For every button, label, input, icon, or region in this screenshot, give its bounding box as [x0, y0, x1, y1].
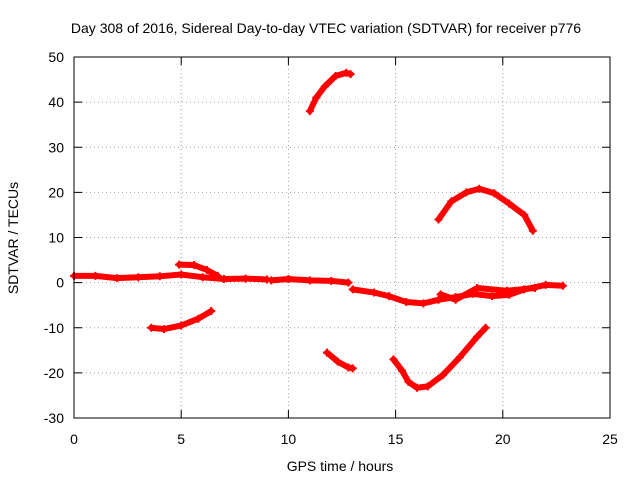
data-point	[202, 265, 211, 274]
x-tick-label: 20	[495, 431, 511, 447]
data-point	[503, 286, 512, 295]
series-track-c	[322, 348, 357, 373]
data-point	[190, 261, 199, 270]
y-tick-labels: -30 -20 -10 0 10 20 30 40 50	[44, 49, 64, 426]
series-track-e	[389, 323, 490, 392]
data-series	[70, 68, 567, 392]
x-tick-labels: 0 5 10 15 20 25	[70, 431, 618, 447]
y-tick-label: 50	[48, 49, 64, 65]
series-line	[435, 185, 536, 234]
series-line	[176, 261, 221, 279]
y-tick-label: -30	[44, 410, 64, 426]
y-tick-label: 30	[48, 139, 64, 155]
data-point	[413, 383, 422, 392]
series-track-a	[147, 307, 216, 334]
data-point	[528, 226, 537, 235]
data-point	[177, 270, 186, 279]
data-point	[481, 323, 490, 332]
data-point	[327, 276, 336, 285]
series-track-hump-1	[175, 260, 222, 280]
data-point	[505, 199, 514, 208]
data-point	[462, 188, 471, 197]
y-axis-label: SDTVAR / TECUs	[5, 182, 21, 294]
data-point	[370, 288, 379, 297]
data-point	[423, 382, 432, 391]
data-point	[475, 184, 484, 193]
data-point	[194, 314, 203, 323]
data-point	[155, 272, 164, 281]
data-point	[348, 285, 357, 294]
data-point	[322, 348, 331, 357]
data-point	[305, 107, 314, 116]
data-point	[451, 295, 460, 304]
series-track-main-2	[267, 275, 353, 287]
x-tick-label: 15	[388, 431, 404, 447]
data-point	[177, 321, 186, 330]
chart-title: Day 308 of 2016, Sidereal Day-to-day VTE…	[71, 20, 581, 36]
data-point	[389, 355, 398, 364]
data-point	[398, 366, 407, 375]
x-axis-label: GPS time / hours	[287, 458, 394, 474]
data-point	[134, 273, 143, 282]
data-point	[402, 298, 411, 307]
data-point	[333, 357, 342, 366]
y-tick-label: 40	[48, 94, 64, 110]
data-point	[112, 274, 121, 283]
y-tick-label: -20	[44, 365, 64, 381]
data-point	[175, 260, 184, 269]
data-point	[220, 275, 229, 284]
data-point	[530, 284, 539, 293]
data-point	[520, 210, 529, 219]
data-point	[320, 82, 329, 91]
data-point	[267, 276, 276, 285]
data-point	[404, 377, 413, 386]
series-track-d	[434, 184, 537, 235]
data-point	[436, 290, 445, 299]
series-line	[71, 271, 270, 283]
data-point	[490, 189, 499, 198]
data-point	[213, 271, 222, 280]
data-point	[434, 215, 443, 224]
x-tick-label: 25	[602, 431, 618, 447]
data-point	[207, 307, 216, 316]
data-point	[473, 284, 482, 293]
data-point	[342, 68, 351, 77]
x-tick-label: 5	[177, 431, 185, 447]
data-point	[447, 197, 456, 206]
data-point	[331, 71, 340, 80]
data-point	[284, 275, 293, 284]
data-point	[160, 325, 169, 334]
data-point	[91, 271, 100, 280]
y-tick-label: -10	[44, 320, 64, 336]
series-track-hump-2	[436, 284, 539, 304]
y-tick-label: 20	[48, 184, 64, 200]
data-point	[348, 364, 357, 373]
data-point	[346, 70, 355, 79]
data-point	[419, 299, 428, 308]
data-point	[385, 292, 394, 301]
data-point	[312, 93, 321, 102]
y-tick-label: 10	[48, 230, 64, 246]
data-point	[434, 295, 443, 304]
series-track-b	[305, 68, 355, 116]
x-tick-label: 10	[281, 431, 297, 447]
data-point	[198, 273, 207, 282]
data-point	[305, 276, 314, 285]
data-point	[488, 292, 497, 301]
data-point	[558, 281, 567, 290]
plot-frame	[73, 56, 611, 419]
data-point	[455, 353, 464, 362]
data-point	[473, 332, 482, 341]
data-point	[241, 274, 250, 283]
x-tick-label: 0	[70, 431, 78, 447]
data-point	[438, 371, 447, 380]
data-point	[541, 280, 550, 289]
data-point	[344, 278, 353, 287]
data-point	[147, 323, 156, 332]
y-tick-label: 0	[56, 275, 64, 291]
